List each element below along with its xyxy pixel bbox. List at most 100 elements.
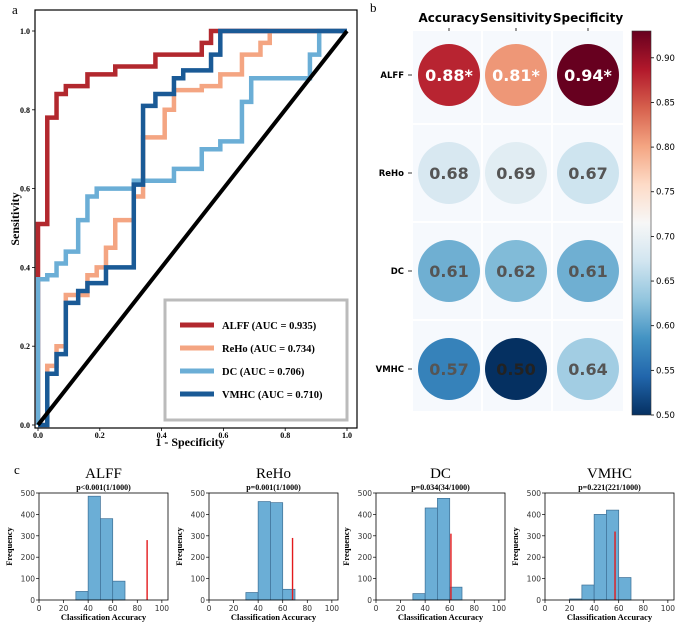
bubble-col-header: Specificity [553, 11, 623, 25]
histogram-ytick-label: 200 [527, 553, 542, 562]
colorbar-tick-label: 0.70 [656, 232, 675, 242]
bubble-value-label: 0.57 [429, 360, 468, 379]
histogram-ytick-label: 400 [191, 510, 206, 519]
roc-ytick-label: 1.0 [20, 27, 30, 36]
histogram-ytick-label: 300 [527, 532, 542, 541]
histogram-xtick-label: 100 [661, 604, 676, 613]
histogram-xtick-label: 40 [253, 604, 263, 613]
histogram-xlabel: Classification Accuracy [398, 612, 484, 622]
legend-label: DC (AUC = 0.706) [222, 367, 305, 378]
histogram-xtick-label: 80 [133, 604, 143, 613]
histogram-xtick-label: 0 [207, 604, 212, 613]
roc-ytick-label: 0.8 [20, 106, 30, 115]
panel-label-b: b [370, 0, 377, 15]
histogram-frame [544, 492, 675, 601]
accuracy-bubble-chart: Accuracy Sensitivity Specificity ALFF ReHo D… [376, 11, 675, 421]
bubble-dc-specificity [557, 240, 619, 302]
bubble-col-header: Sensitivity [480, 11, 552, 25]
bubble-vmhc-specificity [557, 338, 619, 400]
histogram-xlabel: Classification Accuracy [231, 612, 317, 622]
bubble-alff-specificity [557, 44, 619, 106]
colorbar-tick-label: 0.60 [656, 322, 675, 332]
colorbar-ticks: 0.50 0.55 0.60 0.65 0.70 0.75 0.80 0.85 0.90 [651, 54, 675, 421]
histogram-frame [375, 492, 506, 601]
roc-xtick-label: 1.0 [342, 431, 352, 440]
roc-diagonal [36, 29, 349, 427]
histogram-ytick-label: 500 [191, 489, 206, 498]
histogram-ytick-label: 200 [358, 553, 373, 562]
bubble-value-label: 0.62 [496, 262, 535, 281]
histogram-xtick-label: 0 [37, 604, 42, 613]
roc-curves [35, 28, 349, 428]
histogram-ytick-label: 500 [358, 489, 373, 498]
bubble-vmhc-accuracy [418, 338, 480, 400]
histogram-frame [38, 492, 169, 601]
bubble-value-label: 0.94* [564, 66, 612, 85]
bubble-row-labels: ALFF ReHo DC VMHC [376, 71, 412, 375]
histogram-bar [112, 580, 126, 601]
histogram-xtick-label: 40 [589, 604, 599, 613]
histogram-bar [606, 509, 620, 601]
bubble-reho-sensitivity [485, 142, 547, 204]
colorbar-tick-label: 0.65 [656, 277, 675, 287]
histogram-bar [593, 514, 607, 601]
histogram-ytick-label: 400 [358, 510, 373, 519]
histogram-xtick-label: 60 [445, 604, 455, 613]
histogram-ytick-label: 300 [191, 532, 206, 541]
panel-label-c: c [14, 462, 20, 477]
bubble-value-label: 0.69 [496, 164, 535, 183]
histogram-bar [270, 502, 284, 601]
colorbar [631, 30, 652, 416]
bubble-vmhc-sensitivity [485, 338, 547, 400]
histogram-bar [245, 592, 259, 601]
histogram-pvalue: p<0.001(1/1000) [76, 483, 131, 492]
histogram-xtick-label: 0 [374, 604, 379, 613]
histogram-ylabel: Frequency [4, 526, 14, 565]
bubble-row-label: DC [391, 267, 404, 277]
bubble-reho-accuracy [418, 142, 480, 204]
histogram-bar [618, 577, 632, 601]
roc-legend-box [163, 298, 349, 422]
roc-series-3 [38, 28, 347, 428]
histogram-ytick-label: 500 [21, 489, 36, 498]
bubble-grid [413, 31, 623, 411]
histogram-bar [424, 507, 438, 601]
histogram-ytick-label: 100 [191, 575, 206, 584]
histogram-ylabel: Frequency [510, 526, 520, 565]
bubble-value-label: 0.88* [425, 66, 473, 85]
colorbar-tick-label: 0.80 [656, 143, 675, 153]
histogram-xtick-label: 100 [155, 604, 170, 613]
histogram-ytick-label: 0 [200, 596, 205, 605]
histogram-xtick-label: 20 [396, 604, 406, 613]
histogram-ytick-label: 500 [527, 489, 542, 498]
bubble-cells: 0.88* 0.81* 0.94* 0.68 0.69 0.67 0.61 0.62 0.61 0… [418, 44, 619, 400]
roc-xtick-label: 0.6 [218, 431, 228, 440]
bubble-value-label: 0.61 [429, 262, 468, 281]
panel-label-a: a [12, 2, 18, 17]
histogram-pvalue: p=0.034(34/1000) [411, 483, 470, 492]
legend-label: ALFF (AUC = 0.935) [222, 321, 317, 332]
histogram-xlabel: Classification Accuracy [567, 612, 653, 622]
roc-xtick-label: 0.4 [157, 431, 167, 440]
histogram-xtick-label: 80 [303, 604, 313, 613]
bubble-column-headers: Accuracy Sensitivity Specificity [418, 11, 623, 31]
bubble-dc-sensitivity [485, 240, 547, 302]
histogram-xtick-label: 60 [108, 604, 118, 613]
histogram-ytick-label: 100 [358, 575, 373, 584]
bubble-row-label: ReHo [379, 169, 404, 179]
histogram-title: ReHo [256, 466, 291, 482]
histogram-ytick-label: 200 [191, 553, 206, 562]
bubble-value-label: 0.81* [492, 66, 540, 85]
histogram-ytick-label: 100 [21, 575, 36, 584]
roc-ylabel: Sensitivity [8, 192, 22, 245]
bubble-col-header: Accuracy [418, 11, 479, 25]
legend-label: ReHo (AUC = 0.734) [222, 344, 315, 355]
histogram-title: VMHC [587, 466, 632, 482]
histogram-bar [87, 495, 101, 601]
histogram-frame [208, 492, 339, 601]
bubble-alff-sensitivity [485, 44, 547, 106]
histogram-pvalue: p=0.221(221/1000) [578, 483, 641, 492]
histogram-ylabel: Frequency [341, 526, 351, 565]
roc-chart: 0.0 0.2 0.4 0.6 0.8 1.0 0.0 0.2 0.4 0.6 0.8 1.0 1 -… [8, 9, 358, 449]
bubble-reho-specificity [557, 142, 619, 204]
